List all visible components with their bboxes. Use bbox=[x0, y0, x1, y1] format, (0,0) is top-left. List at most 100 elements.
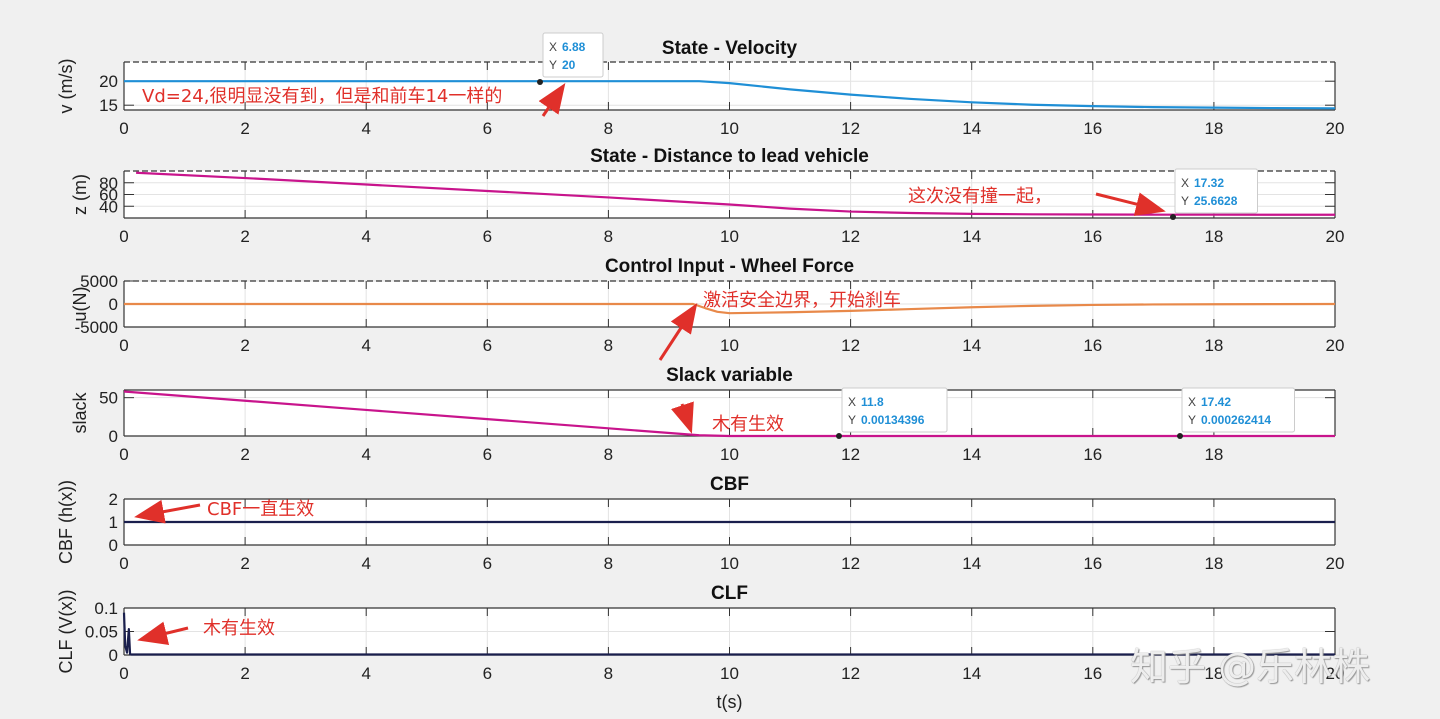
annotation: CBF一直生效 bbox=[134, 499, 314, 524]
x-tick-label: 0 bbox=[119, 119, 128, 138]
arrow-icon bbox=[137, 621, 189, 645]
x-tick-label: 6 bbox=[483, 664, 492, 683]
svg-text:木有生效: 木有生效 bbox=[203, 618, 275, 639]
annotation: Vd=24,很明显没有到，但是和前车14一样的 bbox=[142, 83, 566, 117]
x-tick-label: 18 bbox=[1204, 554, 1223, 573]
x-tick-label: 18 bbox=[1204, 445, 1223, 464]
watermark: 知乎 @乐林株 bbox=[1130, 645, 1371, 689]
x-tick-label: 2 bbox=[240, 445, 249, 464]
x-tick-label: 2 bbox=[240, 336, 249, 355]
y-tick-label: 5000 bbox=[80, 272, 118, 291]
y-tick-label: 80 bbox=[99, 174, 118, 193]
x-tick-label: 8 bbox=[604, 445, 613, 464]
y-axis-label: z (m) bbox=[70, 174, 90, 215]
svg-text:Vd=24,很明显没有到，但是和前车14一样的: Vd=24,很明显没有到，但是和前车14一样的 bbox=[142, 86, 502, 107]
annotation: 木有生效 bbox=[137, 618, 275, 645]
x-tick-label: 20 bbox=[1326, 119, 1345, 138]
datatip[interactable]: X 17.32 Y 25.6628 bbox=[1170, 168, 1258, 220]
x-tick-label: 8 bbox=[604, 554, 613, 573]
x-tick-label: 2 bbox=[240, 664, 249, 683]
svg-text:17.32: 17.32 bbox=[1194, 176, 1224, 190]
datatip[interactable]: X 6.88 Y 20 bbox=[537, 32, 604, 85]
x-tick-label: 14 bbox=[962, 119, 981, 138]
subplot-title: Slack variable bbox=[666, 365, 793, 386]
x-tick-label: 14 bbox=[962, 554, 981, 573]
x-tick-label: 6 bbox=[483, 119, 492, 138]
x-tick-label: 12 bbox=[841, 119, 860, 138]
x-tick-label: 14 bbox=[962, 227, 981, 246]
svg-text:X: X bbox=[848, 395, 856, 409]
x-tick-label: 14 bbox=[962, 664, 981, 683]
y-tick-label: 15 bbox=[99, 96, 118, 115]
x-axis-label: t(s) bbox=[717, 692, 743, 712]
x-tick-label: 0 bbox=[119, 664, 128, 683]
y-tick-label: 1 bbox=[109, 513, 118, 532]
x-tick-label: 16 bbox=[1083, 119, 1102, 138]
x-tick-label: 18 bbox=[1204, 227, 1223, 246]
arrow-icon bbox=[538, 83, 566, 117]
svg-text:6.88: 6.88 bbox=[562, 40, 586, 54]
y-tick-label: 20 bbox=[99, 72, 118, 91]
annotation: 这次没有撞一起， bbox=[908, 186, 1166, 216]
x-tick-label: 0 bbox=[119, 554, 128, 573]
x-tick-label: 14 bbox=[962, 336, 981, 355]
x-tick-label: 14 bbox=[962, 445, 981, 464]
series-line bbox=[124, 80, 1336, 110]
x-tick-label: 2 bbox=[240, 119, 249, 138]
x-tick-label: 12 bbox=[841, 227, 860, 246]
x-tick-label: 12 bbox=[841, 554, 860, 573]
svg-text:0.000262414: 0.000262414 bbox=[1201, 413, 1271, 427]
svg-text:X: X bbox=[1181, 176, 1189, 190]
x-tick-label: 4 bbox=[361, 119, 370, 138]
svg-text:25.6628: 25.6628 bbox=[1194, 194, 1238, 208]
y-axis-label: u(N) bbox=[70, 287, 90, 322]
y-tick-label: 40 bbox=[99, 197, 118, 216]
datatip[interactable]: X 17.42 Y 0.000262414 bbox=[1177, 387, 1295, 439]
y-tick-label: 0 bbox=[109, 427, 118, 446]
y-tick-label: 60 bbox=[99, 186, 118, 205]
x-tick-label: 8 bbox=[604, 336, 613, 355]
y-tick-label: 0 bbox=[109, 536, 118, 555]
y-tick-label: 0 bbox=[109, 295, 118, 314]
svg-text:这次没有撞一起，: 这次没有撞一起， bbox=[908, 186, 1052, 207]
y-axis-label: CLF (V(x)) bbox=[56, 590, 76, 674]
x-tick-label: 12 bbox=[841, 445, 860, 464]
x-tick-label: 18 bbox=[1204, 664, 1223, 683]
x-tick-label: 20 bbox=[1326, 336, 1345, 355]
svg-text:X: X bbox=[1188, 395, 1196, 409]
x-tick-label: 16 bbox=[1083, 336, 1102, 355]
x-tick-label: 8 bbox=[604, 227, 613, 246]
x-tick-label: 4 bbox=[361, 336, 370, 355]
x-tick-label: 10 bbox=[720, 119, 739, 138]
subplot-6: 0 2 4 6 8 10 12 14 16 18 20 0 0.05 0.1 CLF (V(x)) CLF 木有… bbox=[56, 583, 1344, 683]
x-tick-label: 20 bbox=[1326, 227, 1345, 246]
x-tick-label: 16 bbox=[1083, 664, 1102, 683]
arrow-icon bbox=[134, 499, 201, 524]
subplot-title: CBF bbox=[710, 474, 749, 495]
x-tick-label: 10 bbox=[720, 336, 739, 355]
svg-text:0.00134396: 0.00134396 bbox=[861, 413, 925, 427]
datatip[interactable]: X 11.8 Y 0.00134396 bbox=[836, 387, 948, 439]
x-tick-label: 10 bbox=[720, 227, 739, 246]
arrow-icon bbox=[671, 401, 694, 434]
subplot-1: 0 2 4 6 8 10 12 14 16 18 20 15 20 v (m/s) State - Velo… bbox=[56, 32, 1345, 138]
x-tick-label: 6 bbox=[483, 336, 492, 355]
x-tick-label: 0 bbox=[119, 445, 128, 464]
y-tick-label: 2 bbox=[109, 490, 118, 509]
x-tick-label: 6 bbox=[483, 445, 492, 464]
y-axis-label: slack bbox=[70, 391, 90, 433]
x-tick-label: 0 bbox=[119, 336, 128, 355]
svg-text:20: 20 bbox=[562, 58, 576, 72]
series-line bbox=[123, 390, 1336, 438]
y-tick-label: 0.1 bbox=[94, 599, 118, 618]
x-tick-label: 0 bbox=[119, 227, 128, 246]
x-tick-label: 4 bbox=[361, 227, 370, 246]
annotation: 激活安全边界，开始刹车 bbox=[658, 290, 901, 361]
x-tick-label: 20 bbox=[1326, 664, 1345, 683]
y-tick-label: 50 bbox=[99, 389, 118, 408]
series-line bbox=[124, 302, 1336, 315]
series-line bbox=[122, 612, 1335, 656]
